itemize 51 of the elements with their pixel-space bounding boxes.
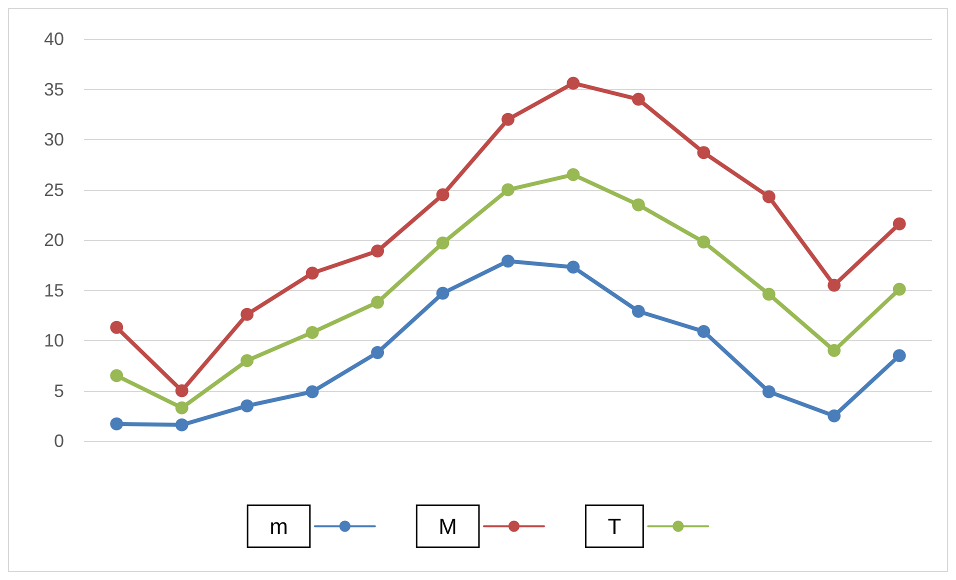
point — [371, 296, 384, 309]
point — [762, 190, 776, 204]
y-tick-label: 25 — [44, 180, 64, 200]
point — [502, 183, 514, 196]
point — [371, 244, 384, 258]
point — [175, 384, 188, 398]
point — [240, 308, 254, 321]
point — [892, 282, 906, 296]
point — [697, 236, 710, 249]
y-tick-label: 5 — [54, 380, 64, 401]
point — [306, 385, 319, 398]
point — [566, 168, 580, 182]
point — [566, 260, 580, 274]
point — [502, 112, 514, 126]
point — [175, 401, 188, 414]
legend-label: T — [608, 514, 622, 539]
point — [175, 418, 188, 432]
y-tick-label: 10 — [44, 330, 64, 350]
y-tick-label: 0 — [54, 431, 64, 451]
point — [371, 346, 384, 360]
y-tick-label: 40 — [44, 29, 64, 49]
point — [240, 399, 254, 412]
legend-label: M — [438, 514, 457, 539]
point — [240, 354, 254, 368]
point — [892, 217, 906, 230]
point — [502, 254, 514, 268]
point — [306, 266, 319, 280]
point — [828, 344, 841, 358]
point — [306, 326, 319, 339]
point — [762, 288, 776, 301]
point — [110, 417, 124, 430]
y-tick-label: 15 — [44, 280, 64, 300]
point — [436, 286, 450, 300]
point — [632, 198, 645, 212]
point — [828, 278, 841, 292]
point — [697, 146, 710, 160]
point — [110, 320, 124, 334]
point — [566, 76, 580, 90]
point — [762, 385, 776, 398]
point — [892, 349, 906, 362]
y-tick-label: 30 — [44, 130, 64, 150]
point — [436, 188, 450, 202]
legend-label: m — [270, 514, 288, 539]
y-tick-label: 35 — [44, 79, 64, 100]
point — [632, 92, 645, 106]
point — [436, 236, 450, 250]
point — [110, 369, 124, 382]
point — [632, 304, 645, 318]
point — [697, 324, 710, 338]
point — [828, 409, 841, 422]
y-tick-label: 20 — [44, 230, 64, 250]
